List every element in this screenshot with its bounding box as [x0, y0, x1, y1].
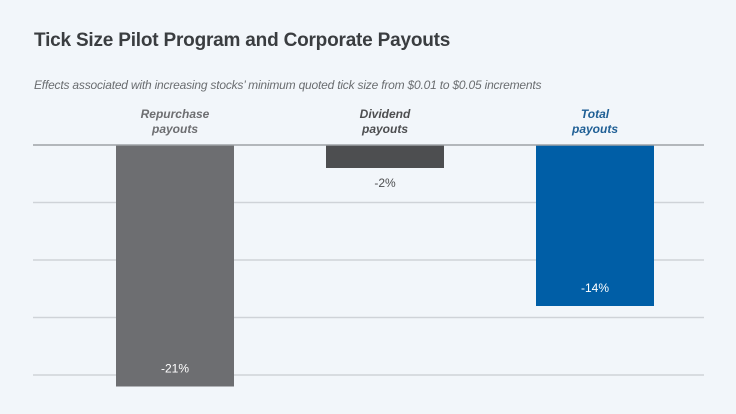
- bar-dividend-payouts: [326, 145, 444, 168]
- category-label: Repurchase: [141, 107, 210, 121]
- labels: Repurchasepayouts-21%Dividendpayouts-2%T…: [141, 107, 619, 376]
- bars: [116, 145, 654, 387]
- data-label: -14%: [581, 281, 609, 295]
- category-label: payouts: [571, 122, 618, 136]
- chart-subtitle: Effects associated with increasing stock…: [34, 78, 542, 92]
- bar-repurchase-payouts: [116, 145, 234, 387]
- data-label: -21%: [161, 362, 189, 376]
- category-label: payouts: [151, 122, 198, 136]
- category-label: Dividend: [360, 107, 411, 121]
- data-label: -2%: [374, 176, 396, 190]
- category-label: Total: [581, 107, 610, 121]
- chart-title: Tick Size Pilot Program and Corporate Pa…: [34, 30, 451, 51]
- bar-total-payouts: [536, 145, 654, 306]
- category-label: payouts: [361, 122, 408, 136]
